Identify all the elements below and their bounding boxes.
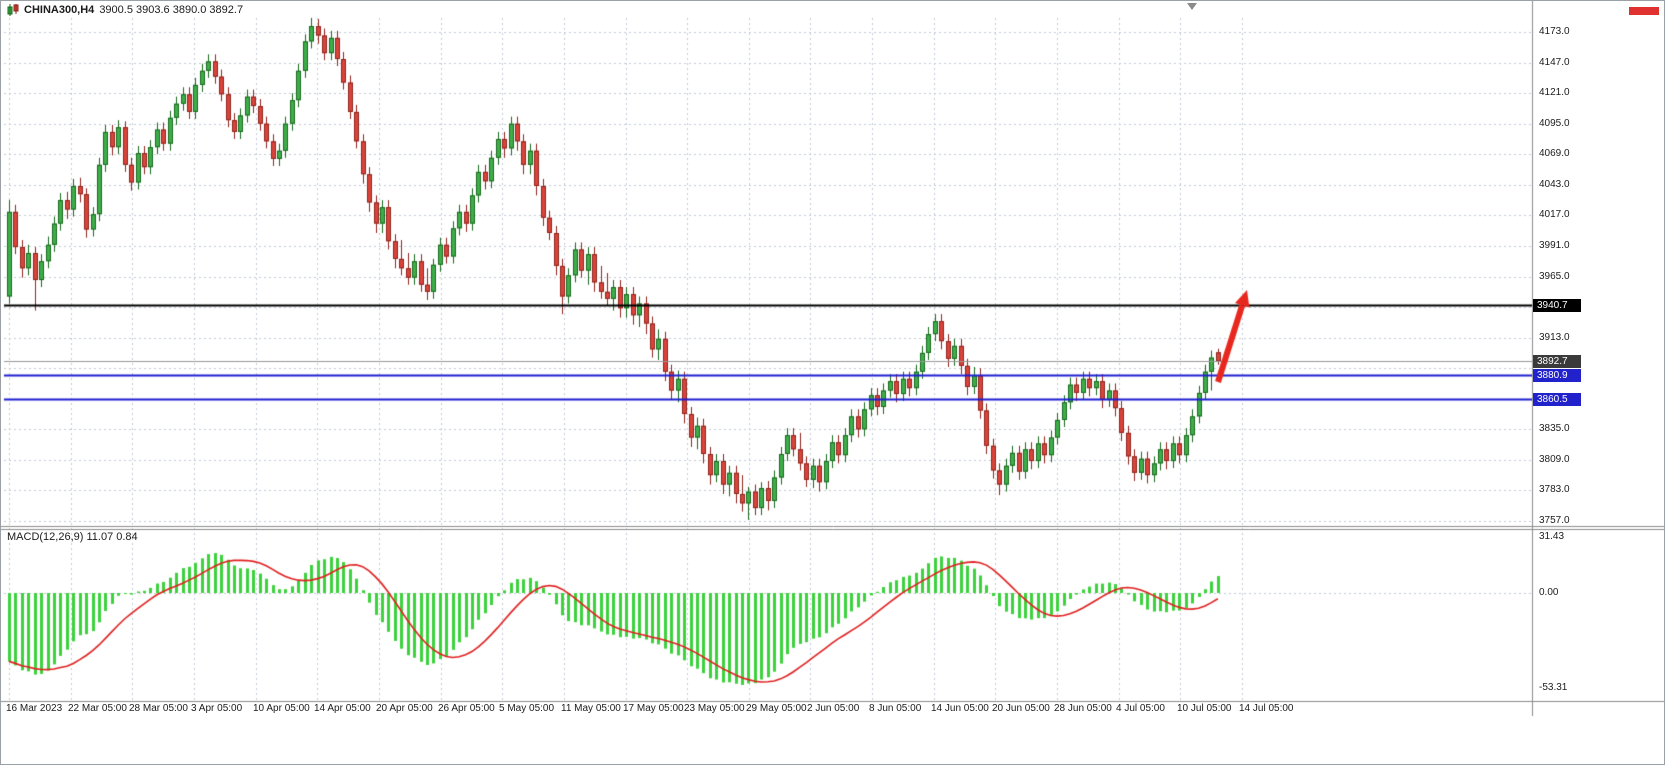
time-axis-label: 29 May 05:00 [746, 703, 807, 714]
price-axis-label: 4017.0 [1539, 209, 1570, 220]
price-axis-label: 3913.0 [1539, 332, 1570, 343]
price-line-tag[interactable]: 3860.5 [1533, 393, 1581, 406]
price-axis-label: 4069.0 [1539, 148, 1570, 159]
price-axis-label: 4043.0 [1539, 179, 1570, 190]
top-right-red-marker [1629, 7, 1659, 15]
time-axis-label: 4 Jul 05:00 [1116, 703, 1165, 714]
time-axis-label: 26 Apr 05:00 [438, 703, 495, 714]
time-axis-label: 20 Apr 05:00 [376, 703, 433, 714]
current-price-tag: 3892.7 [1533, 355, 1581, 368]
price-axis-label: 4173.0 [1539, 26, 1570, 37]
price-axis-label: 3991.0 [1539, 240, 1570, 251]
time-axis-label: 14 Apr 05:00 [314, 703, 371, 714]
price-line-tag[interactable]: 3880.9 [1533, 369, 1581, 382]
price-axis-label: 3965.0 [1539, 271, 1570, 282]
time-axis-label: 14 Jul 05:00 [1239, 703, 1294, 714]
price-axis-label: 3757.0 [1539, 515, 1570, 526]
ohlc-values-label: 3900.5 3903.6 3890.0 3892.7 [99, 4, 244, 16]
chart-header: CHINA300,H4 3900.5 3903.6 3890.0 3892.7 [7, 4, 243, 16]
time-axis-label: 3 Apr 05:00 [191, 703, 243, 714]
time-axis-label: 28 Mar 05:00 [129, 703, 188, 714]
macd-axis-label: 31.43 [1539, 531, 1565, 542]
time-axis-label: 10 Jul 05:00 [1177, 703, 1232, 714]
symbol-label: CHINA300,H4 [24, 4, 95, 16]
price-axis-label: 4095.0 [1539, 118, 1570, 129]
price-axis-label: 4147.0 [1539, 57, 1570, 68]
time-axis-label: 22 Mar 05:00 [68, 703, 127, 714]
macd-axis-label: -53.31 [1539, 682, 1568, 693]
time-axis-label: 2 Jun 05:00 [807, 703, 860, 714]
time-axis-label: 11 May 05:00 [561, 703, 621, 714]
candlestick-icon [7, 4, 19, 16]
time-axis-label: 10 Apr 05:00 [253, 703, 310, 714]
chart-shift-marker-icon [1187, 3, 1197, 10]
time-axis-label: 23 May 05:00 [684, 703, 745, 714]
price-line-tag[interactable]: 3940.7 [1533, 299, 1581, 312]
time-axis-label: 20 Jun 05:00 [992, 703, 1050, 714]
time-axis-label: 28 Jun 05:00 [1054, 703, 1112, 714]
price-axis-label: 3809.0 [1539, 454, 1570, 465]
time-axis-label: 8 Jun 05:00 [869, 703, 922, 714]
price-axis-label: 3783.0 [1539, 484, 1570, 495]
time-axis-label: 16 Mar 2023 [6, 703, 63, 714]
price-axis-label: 3835.0 [1539, 423, 1570, 434]
time-axis-label: 5 May 05:00 [499, 703, 555, 714]
time-axis-label: 14 Jun 05:00 [931, 703, 989, 714]
time-axis-label: 17 May 05:00 [623, 703, 684, 714]
price-axis-label: 4121.0 [1539, 87, 1570, 98]
macd-axis-label: 0.00 [1539, 587, 1559, 598]
macd-indicator-label: MACD(12,26,9) 11.07 0.84 [7, 531, 138, 543]
